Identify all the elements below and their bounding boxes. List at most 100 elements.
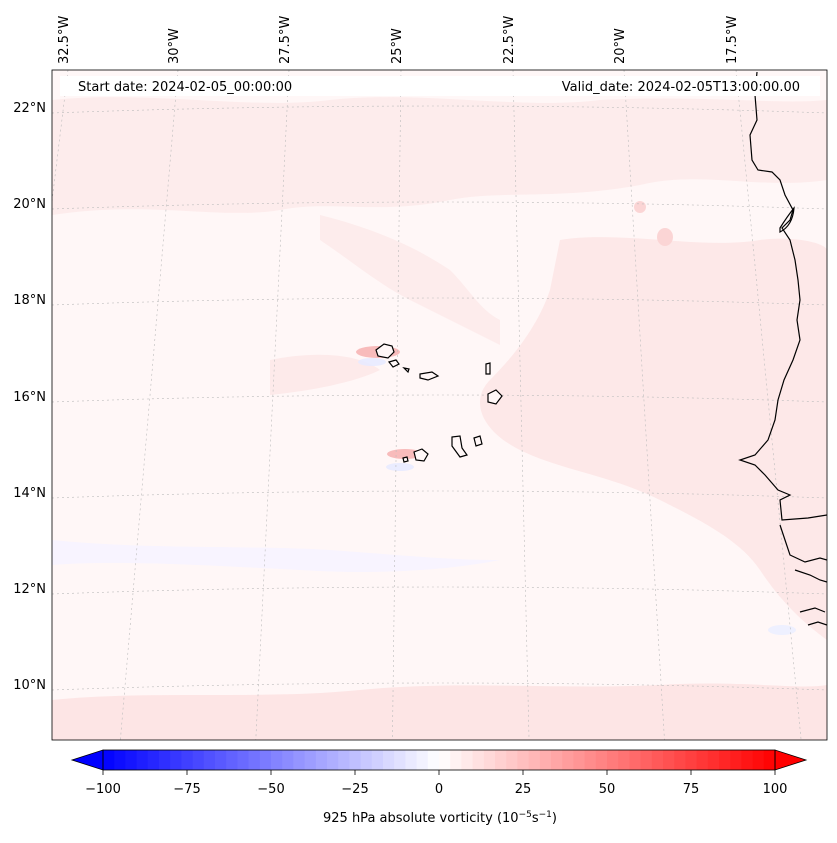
colorbar-cell <box>315 750 328 770</box>
valid-date-label: Valid_date: 2024-02-05T13:00:00.00 <box>562 80 800 95</box>
lon-label-22-5w: 22.5°W <box>502 16 517 64</box>
cbar-tick-label: −25 <box>341 782 368 797</box>
vorticity-field <box>52 70 827 740</box>
colorbar-cell <box>551 750 563 770</box>
colorbar-cell <box>629 750 641 770</box>
lat-label-14n: 14°N <box>13 486 46 501</box>
colorbar-cell <box>271 750 283 770</box>
parallel-line <box>52 682 827 691</box>
lat-label-22n: 22°N <box>13 101 46 116</box>
parallel-line <box>52 105 827 114</box>
island-sao-vicente <box>387 359 400 368</box>
meridian-line <box>735 70 802 740</box>
lat-label-10n: 10°N <box>13 678 46 693</box>
meridian-line <box>120 70 179 740</box>
cbar-tick-label: 75 <box>683 782 700 797</box>
lat-label-20n: 20°N <box>13 197 46 212</box>
cbar-tick-label: 25 <box>515 782 532 797</box>
colorbar-cell <box>327 750 339 770</box>
colorbar-cell <box>663 750 675 770</box>
colorbar-cell <box>752 750 765 770</box>
colorbar-label-exp1: −5 <box>519 810 532 820</box>
colorbar-cell <box>293 750 305 770</box>
colorbar-cell <box>304 750 317 770</box>
colorbar-label-exp2: −1 <box>539 810 552 820</box>
parallel-line <box>52 394 827 403</box>
lat-label-18n: 18°N <box>13 293 46 308</box>
parallel-line <box>52 297 827 306</box>
meridian-line <box>255 70 290 740</box>
colorbar-cells <box>103 750 776 770</box>
start-date-label: Start date: 2024-02-05_00:00:00 <box>78 80 292 95</box>
lat-label-12n: 12°N <box>13 582 46 597</box>
colorbar-cell <box>349 750 361 770</box>
west-africa-coastline <box>738 71 827 521</box>
colorbar-cell <box>394 750 406 770</box>
cbar-tick-label: 0 <box>435 782 443 797</box>
colorbar-cell <box>674 750 686 770</box>
guinea-bissau-coast <box>779 524 827 563</box>
colorbar-cell <box>651 750 664 770</box>
field-band-east <box>480 237 827 640</box>
island-brava <box>402 456 409 463</box>
map-frame <box>51 69 828 741</box>
colorbar-cell <box>159 750 171 770</box>
vorticity-blob <box>657 228 673 246</box>
colorbar-cell <box>226 750 238 770</box>
colorbar-cell <box>237 750 249 770</box>
vorticity-blob <box>634 201 646 213</box>
colorbar-label-main: 925 hPa absolute vorticity (10 <box>323 811 519 826</box>
colorbar-cell <box>248 750 261 770</box>
colorbar-cell <box>125 750 137 770</box>
meridian-line <box>392 70 402 740</box>
meridian-line <box>623 70 665 740</box>
lon-label-20w: 20°W <box>613 28 628 64</box>
latitude-labels: 22°N 20°N 18°N 16°N 14°N 12°N 10°N <box>13 101 46 693</box>
lon-label-30w: 30°W <box>167 28 182 64</box>
colorbar-extend-max <box>774 749 808 771</box>
colorbar-cell <box>170 750 182 770</box>
lat-label-16n: 16°N <box>13 390 46 405</box>
bijagos-islands <box>799 607 827 626</box>
meridian-line <box>512 70 530 740</box>
cbar-tick-label: −75 <box>173 782 200 797</box>
colorbar-cell <box>427 750 440 770</box>
coastal-inlet <box>779 206 795 233</box>
coastline <box>375 71 827 626</box>
colorbar-cell <box>506 750 518 770</box>
colorbar-label-unit: s <box>532 811 539 826</box>
vorticity-min-north <box>358 358 386 366</box>
colorbar-cell <box>439 750 451 770</box>
island-maio <box>473 435 483 447</box>
cbar-tick-label: −50 <box>257 782 284 797</box>
vorticity-min-east <box>768 625 796 635</box>
colorbar: −100 −75 −50 −25 0 25 50 75 100 925 hPa … <box>70 749 808 826</box>
parallel-line <box>52 586 827 595</box>
colorbar-cell <box>707 750 720 770</box>
guinea-coast <box>794 569 827 583</box>
island-boa-vista <box>487 389 503 405</box>
island-sao-nicolau <box>419 371 440 381</box>
colorbar-cell <box>595 750 608 770</box>
parallel-line <box>52 201 827 210</box>
longitude-labels: 32.5°W 30°W 27.5°W 25°W 22.5°W 20°W 17.5… <box>57 16 740 64</box>
colorbar-cell <box>282 750 294 770</box>
colorbar-cell <box>338 750 350 770</box>
graticule <box>52 70 827 740</box>
colorbar-cell <box>696 750 709 770</box>
colorbar-cell <box>607 750 619 770</box>
lon-label-27-5w: 27.5°W <box>278 16 293 64</box>
colorbar-cell <box>136 750 149 770</box>
colorbar-cell <box>259 750 272 770</box>
island-fogo <box>413 448 429 462</box>
island-santiago <box>451 435 468 458</box>
colorbar-cell <box>371 750 384 770</box>
colorbar-cell <box>383 750 395 770</box>
colorbar-cell <box>528 750 541 770</box>
vorticity-min-south <box>386 463 414 471</box>
island-sal <box>485 362 491 375</box>
field-patch-west <box>270 354 380 395</box>
cbar-tick-label: 100 <box>763 782 788 797</box>
colorbar-cell <box>416 750 429 770</box>
